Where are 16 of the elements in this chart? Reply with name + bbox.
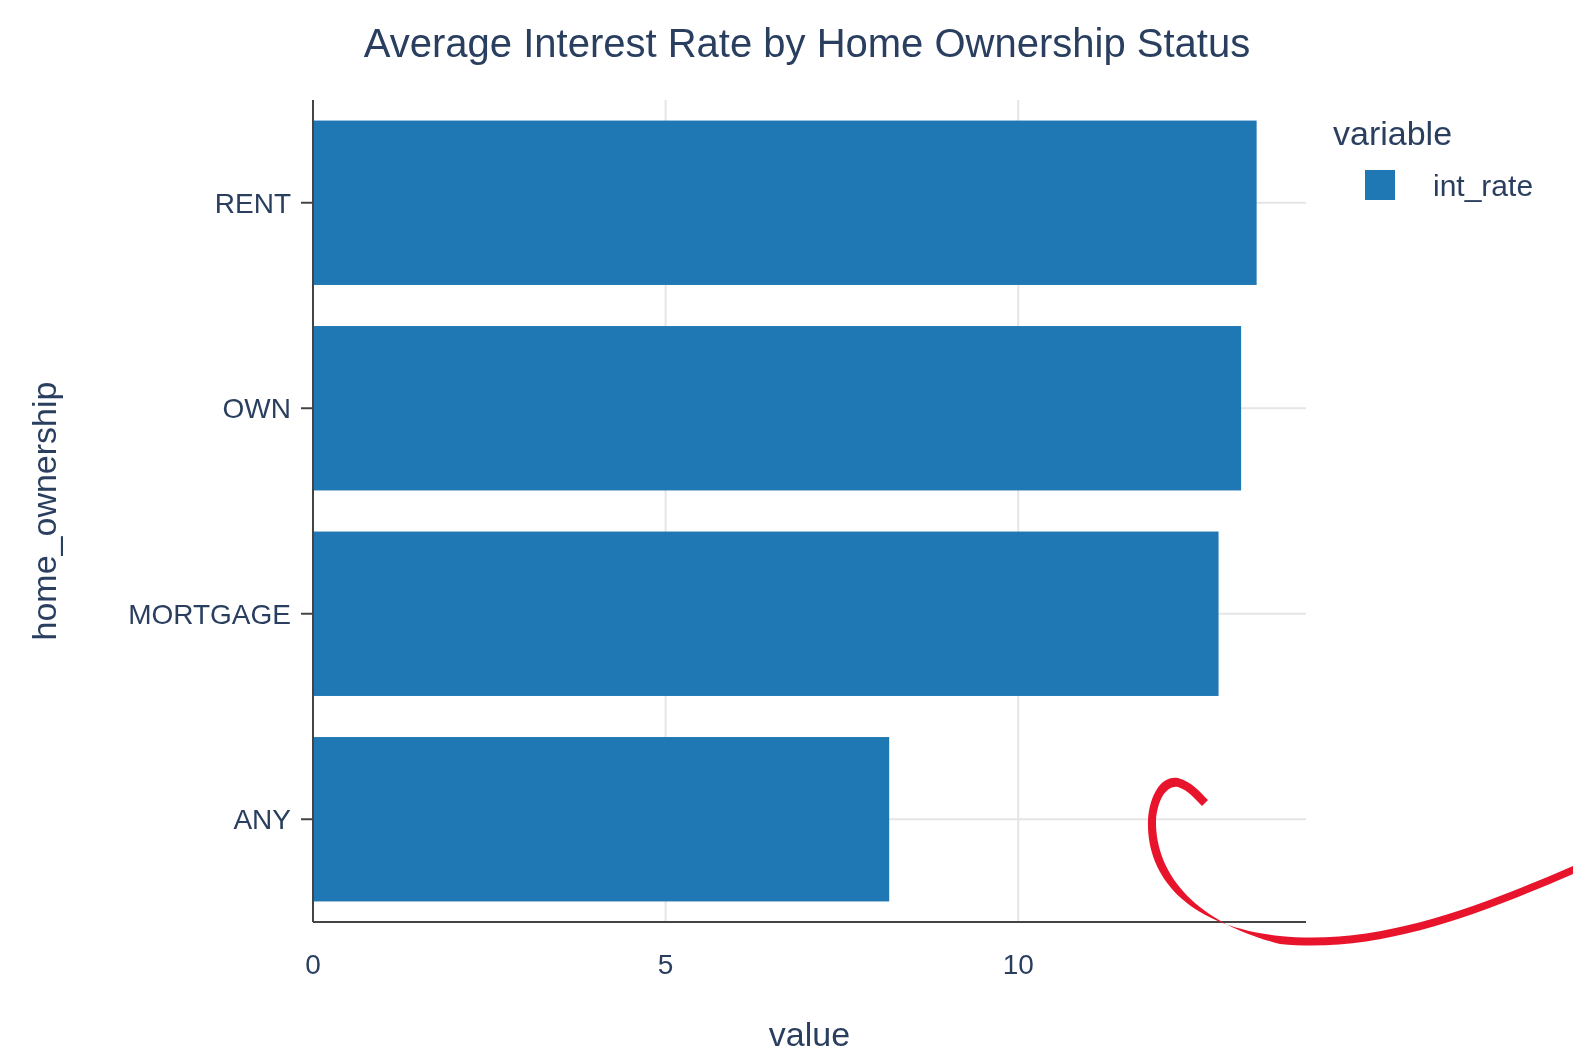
legend-title: variable <box>1333 114 1453 152</box>
bar <box>313 737 890 902</box>
bar <box>313 531 1219 696</box>
bar <box>313 120 1257 285</box>
y-tick-label: OWN <box>222 393 291 425</box>
bar <box>313 326 1242 491</box>
legend-label: int_rate <box>1433 169 1534 202</box>
y-tick-label: MORTGAGE <box>128 598 291 630</box>
y-tick-label: ANY <box>233 804 292 836</box>
chart-title: Average Interest Rate by Home Ownership Status <box>363 21 1251 65</box>
x-tick-label: 0 <box>305 949 321 980</box>
y-tick-label: RENT <box>214 187 291 219</box>
x-axis-title: value <box>768 1015 851 1053</box>
x-tick-label: 5 <box>657 949 674 980</box>
y-axis-title: home_ownership <box>25 381 63 641</box>
x-tick-label: 10 <box>1002 949 1034 980</box>
